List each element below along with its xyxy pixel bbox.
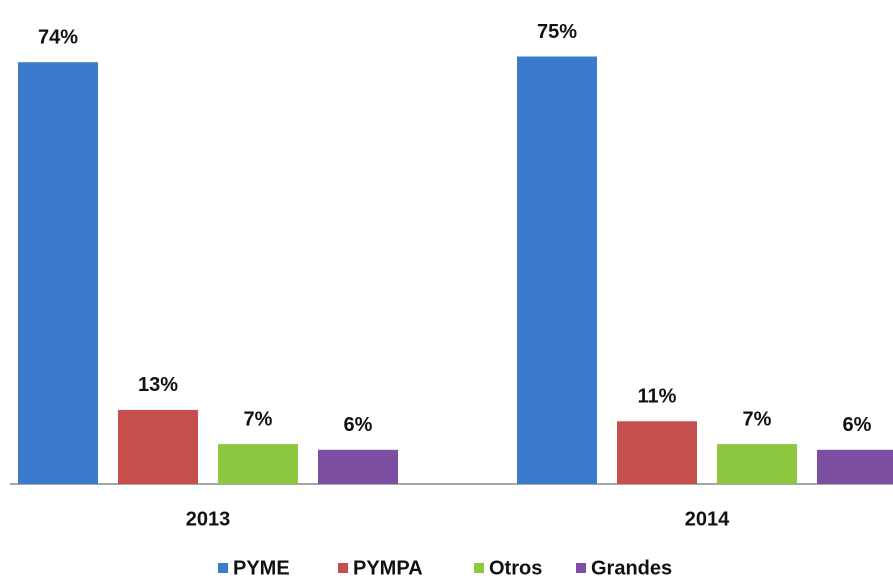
legend-swatch — [218, 563, 228, 573]
bar — [717, 444, 797, 484]
data-label: 7% — [743, 408, 772, 430]
bar — [218, 444, 298, 484]
data-label: 6% — [843, 414, 872, 436]
legend-label: PYME — [233, 557, 290, 579]
bar — [617, 421, 697, 484]
bar — [517, 56, 597, 484]
data-label: 75% — [537, 21, 577, 43]
legend-label: PYMPA — [353, 557, 423, 579]
legend-swatch — [576, 563, 586, 573]
legend-label: Grandes — [591, 557, 672, 579]
legend-swatch — [474, 563, 484, 573]
legend-swatch — [338, 563, 348, 573]
data-label: 6% — [344, 414, 373, 436]
data-label: 7% — [244, 408, 273, 430]
bar — [18, 62, 98, 484]
data-label: 74% — [38, 26, 78, 48]
bar — [817, 449, 893, 484]
bar — [118, 409, 198, 484]
data-label: 11% — [638, 386, 677, 408]
data-label: 13% — [138, 374, 178, 396]
bar — [318, 449, 398, 484]
x-tick-label: 2013 — [186, 508, 231, 530]
x-tick-label: 2014 — [685, 508, 730, 530]
legend-label: Otros — [489, 557, 542, 579]
